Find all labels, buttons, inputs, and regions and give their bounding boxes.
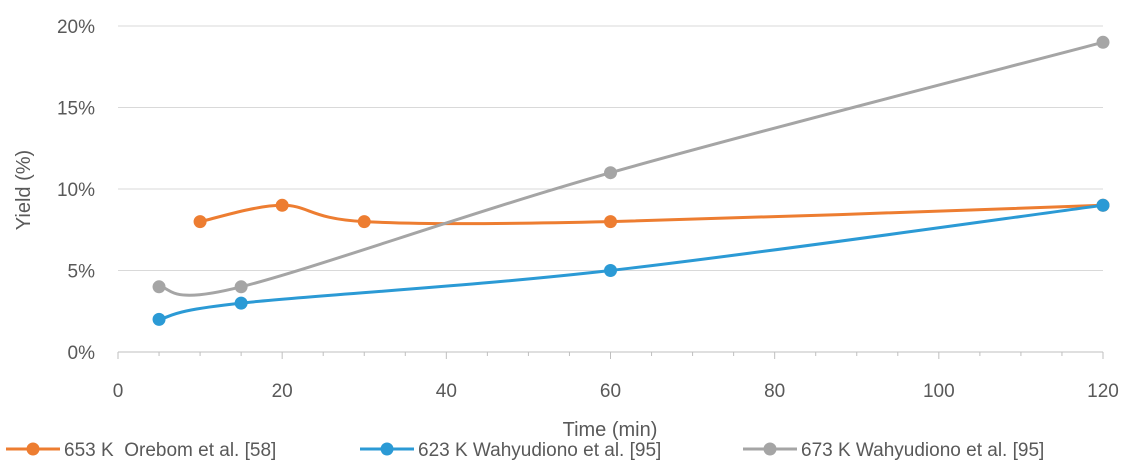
y-tick-label: 0% [68, 343, 96, 364]
x-tick-label: 100 [923, 381, 955, 402]
data-point [193, 215, 207, 229]
data-point [357, 215, 371, 229]
data-point [604, 215, 617, 229]
x-axis-title: Time (min) [563, 419, 658, 441]
data-point [604, 264, 617, 277]
series-3 [152, 35, 1110, 297]
data-point [275, 198, 289, 212]
series-line [157, 203, 1105, 321]
data-point [234, 280, 248, 294]
x-tick-label: 80 [764, 381, 785, 402]
y-axis-title: Yield (%) [13, 150, 35, 230]
x-tick-label: 60 [600, 381, 621, 402]
legend-item-1: 653 K Orebom et al. [58] [6, 440, 276, 461]
series-2 [152, 198, 1110, 326]
legend-marker [380, 442, 394, 456]
legend-label: 623 K Wahyudiono et al. [95] [418, 440, 661, 461]
gridlines [118, 25, 1103, 271]
legend-item-2: 623 K Wahyudiono et al. [95] [360, 440, 661, 461]
legend-marker [26, 442, 40, 456]
series-line [198, 203, 1105, 226]
x-tick-label: 40 [436, 381, 457, 402]
y-tick-label: 10% [57, 180, 95, 201]
series-group [152, 35, 1110, 326]
x-axis: 0 20 40 60 80 100 120 [113, 351, 1119, 402]
x-tick-label: 120 [1087, 381, 1119, 402]
x-tick-label: 0 [113, 381, 124, 402]
legend-label: 673 K Wahyudiono et al. [95] [801, 440, 1044, 461]
y-tick-label: 5% [68, 262, 96, 283]
x-tick-label: 20 [272, 381, 293, 402]
legend-label: 653 K Orebom et al. [58] [64, 440, 276, 461]
y-axis-ticks: 0% 5% 10% 15% 20% [57, 17, 95, 364]
legend-marker [763, 442, 777, 456]
data-point [234, 296, 248, 310]
data-point [1096, 198, 1110, 212]
series-line [157, 40, 1105, 297]
legend-item-3: 673 K Wahyudiono et al. [95] [743, 440, 1044, 461]
data-point [604, 166, 617, 180]
data-point [152, 312, 166, 326]
legend: 653 K Orebom et al. [58] 623 K Wahyudiono… [6, 440, 1044, 461]
y-tick-label: 20% [57, 17, 95, 38]
data-point [1096, 35, 1110, 49]
y-tick-label: 15% [57, 99, 95, 120]
data-point [152, 280, 166, 294]
